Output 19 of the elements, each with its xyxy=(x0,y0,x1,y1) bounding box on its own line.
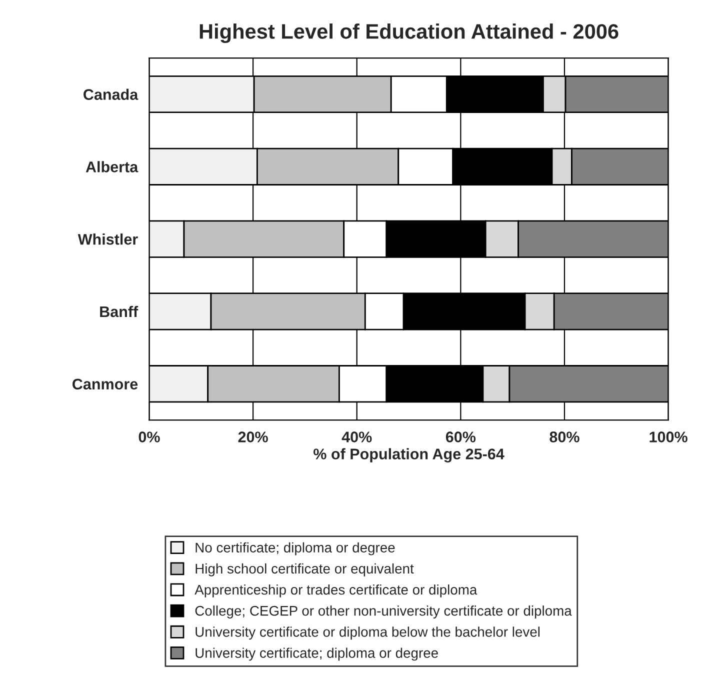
legend-label: No certificate; diploma or degree xyxy=(196,542,395,556)
x-tick-label: 80% xyxy=(550,432,580,442)
y-tick-label: Canada xyxy=(84,88,138,100)
y-tick-label: Alberta xyxy=(86,161,138,172)
x-axis-title: % of Population Age 25-64 xyxy=(314,448,504,462)
x-tick-label: 40% xyxy=(342,432,372,442)
legend-label: College; CEGEP or other non-university certificate or diploma xyxy=(195,606,572,618)
y-tick-label: Canmore xyxy=(72,378,138,390)
x-tick-label: 20% xyxy=(238,432,268,442)
chart-title: Highest Level of Education Attained - 2006 xyxy=(200,24,618,44)
x-tick-label: 60% xyxy=(446,432,476,442)
y-tick-label: Banff xyxy=(100,306,138,318)
legend-label: Apprenticeship or trades certificate or diploma xyxy=(194,584,478,598)
legend-label: High school certificate or equivalent xyxy=(196,563,414,576)
x-tick-label: 100% xyxy=(650,432,688,442)
legend-label: University certificate; diploma or degree xyxy=(196,648,438,661)
legend-label: University certificate or diploma below the bachelor level xyxy=(196,626,540,640)
y-tick-label: Whistler xyxy=(78,234,138,245)
x-tick-label: 0% xyxy=(138,432,160,442)
